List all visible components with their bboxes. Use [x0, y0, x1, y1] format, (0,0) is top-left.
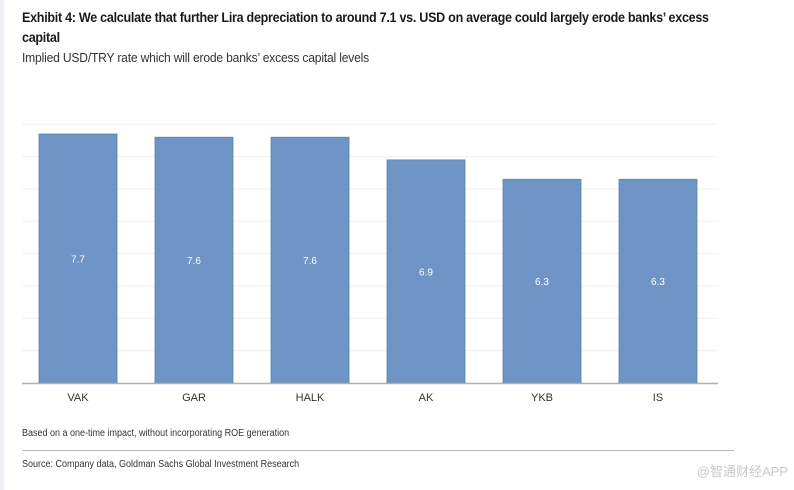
x-tick-label: VAK — [67, 392, 89, 404]
bar-chart: 7.7 7.6 7.6 6.9 6.3 6.3 VAK GAR HALK AK YKB IS — [22, 123, 718, 404]
bar-value-label: 6.3 — [535, 277, 549, 288]
footnote: Based on a one-time impact, without inco… — [22, 428, 290, 439]
x-tick-label: GAR — [182, 392, 206, 404]
bar-value-label: 7.6 — [303, 256, 317, 267]
bar-value-label: 6.3 — [651, 277, 665, 288]
bar-is — [618, 178, 698, 384]
source-note: Source: Company data, Goldman Sachs Glob… — [22, 459, 300, 470]
gridlines — [22, 123, 718, 352]
bar-value-label: 6.9 — [419, 267, 433, 278]
bars: 7.7 7.6 7.6 6.9 6.3 6.3 — [38, 133, 698, 384]
chart-subtitle: Implied USD/TRY rate which will erode ba… — [22, 50, 370, 65]
left-edge-strip — [0, 0, 4, 490]
bar-ykb — [502, 178, 582, 384]
bar-value-label: 7.6 — [187, 256, 201, 267]
x-tick-labels: VAK GAR HALK AK YKB IS — [67, 392, 663, 404]
bar-value-label: 7.7 — [71, 255, 85, 266]
footer-divider — [22, 450, 734, 451]
x-tick-label: YKB — [531, 392, 553, 404]
exhibit-title: Exhibit 4: We calculate that further Lir… — [22, 10, 709, 45]
x-tick-label: HALK — [296, 392, 325, 404]
watermark: @智通财经APP — [696, 464, 788, 479]
x-tick-label: IS — [653, 392, 663, 404]
x-tick-label: AK — [419, 392, 434, 404]
